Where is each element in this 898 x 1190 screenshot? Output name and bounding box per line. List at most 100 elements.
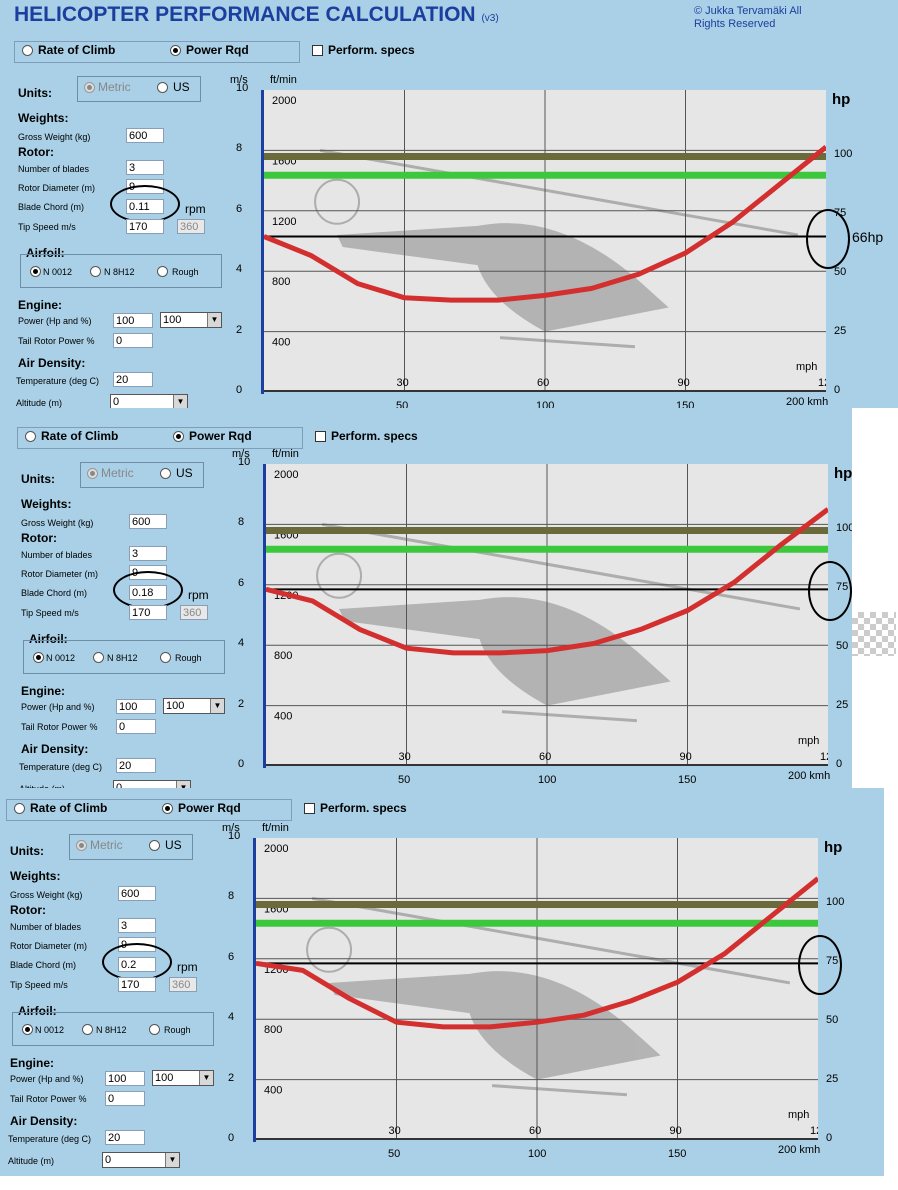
metric-radio[interactable]: [87, 468, 98, 479]
gross-weight-label: Gross Weight (kg): [21, 518, 94, 528]
transparency-pattern: [852, 612, 896, 656]
dropdown-arrow-icon[interactable]: ▼: [210, 699, 224, 713]
power-hp-input[interactable]: 100: [105, 1071, 145, 1086]
airfoil-n8h12-radio[interactable]: [93, 652, 104, 663]
dropdown-arrow-icon[interactable]: ▼: [176, 781, 190, 788]
temperature-label: Temperature (deg C): [8, 1134, 92, 1144]
airfoil-n8h12-radio[interactable]: [82, 1024, 93, 1035]
number-of-blades-label: Number of blades: [10, 922, 82, 932]
number-of-blades-input[interactable]: 3: [126, 160, 164, 175]
blade-chord-label: Blade Chord (m): [21, 588, 88, 598]
gross-weight-input[interactable]: 600: [126, 128, 164, 143]
temperature-input[interactable]: 20: [116, 758, 156, 773]
airfoil-n0012-radio[interactable]: [33, 652, 44, 663]
airfoil-rough-radio[interactable]: [160, 652, 171, 663]
tip-speed-input[interactable]: 170: [126, 219, 164, 234]
gross-weight-input[interactable]: 600: [118, 886, 156, 901]
landing-skid-icon: [501, 710, 638, 723]
airfoil-rough-radio[interactable]: [157, 266, 168, 277]
weights-heading: Weights:: [10, 869, 61, 883]
mph-tick-label: 120: [820, 751, 828, 763]
altitude-label: Altitude (m): [8, 1156, 55, 1166]
tip-speed-input[interactable]: 170: [118, 977, 156, 992]
perform-specs-checkbox[interactable]: [315, 431, 326, 442]
kmh-tick-label: 100: [538, 774, 557, 786]
ftmin-tick-label: 2000: [264, 843, 288, 855]
units-heading: Units:: [10, 844, 44, 858]
temperature-label: Temperature (deg C): [16, 376, 100, 386]
ms-tick-label: 8: [238, 516, 245, 529]
temperature-input[interactable]: 20: [113, 372, 153, 387]
number-of-blades-input[interactable]: 3: [129, 546, 167, 561]
airfoil-n0012-radio[interactable]: [22, 1024, 33, 1035]
ftmin-tick-label: 1200: [272, 216, 296, 228]
dropdown-arrow-icon[interactable]: ▼: [199, 1071, 213, 1085]
rpm-value-field: 360: [180, 605, 208, 620]
rate-of-climb-radio[interactable]: [14, 803, 25, 814]
altitude-select[interactable]: 0 ▼: [113, 780, 191, 788]
ms-unit-label: m/s: [230, 74, 248, 86]
hp-tick-label: 50: [826, 1014, 839, 1027]
ftmin-tick-label: 2000: [274, 469, 298, 481]
airfoil-group: [20, 254, 222, 288]
number-of-blades-input[interactable]: 3: [118, 918, 156, 933]
tail-rotor-power-input[interactable]: 0: [116, 719, 156, 734]
power-rqd-radio[interactable]: [170, 45, 181, 56]
hp-tick-label: 100: [826, 896, 845, 909]
perform-specs-checkbox[interactable]: [304, 803, 315, 814]
airfoil-n8h12-radio[interactable]: [90, 266, 101, 277]
dropdown-arrow-icon[interactable]: ▼: [173, 395, 187, 408]
engine-heading: Engine:: [21, 684, 65, 698]
dropdown-arrow-icon[interactable]: ▼: [165, 1153, 179, 1167]
altitude-value: 0: [113, 396, 120, 408]
power-rqd-label: Power Rqd: [178, 801, 241, 815]
hp-unit-label: hp: [832, 91, 851, 108]
power-hp-input[interactable]: 100: [113, 313, 153, 328]
rate-of-climb-radio[interactable]: [25, 431, 36, 442]
tip-speed-input[interactable]: 170: [129, 605, 167, 620]
us-radio[interactable]: [157, 82, 168, 93]
engine-heading: Engine:: [10, 1056, 54, 1070]
hp-tick-label: 25: [836, 699, 849, 712]
ftmin-tick-label: 800: [274, 650, 292, 662]
hp-tick-label: 25: [834, 325, 847, 338]
gross-weight-input[interactable]: 600: [129, 514, 167, 529]
power-percent-select[interactable]: 100 ▼: [152, 1070, 214, 1086]
perform-specs-checkbox[interactable]: [312, 45, 323, 56]
mph-tick-label: 30: [397, 377, 409, 389]
app-version: (v3): [481, 13, 499, 24]
mph-unit-label: mph: [798, 735, 819, 747]
rpm-value-field: 360: [177, 219, 205, 234]
calculator-panel-1: Rate of Climb Power Rqd Perform. specs U…: [0, 0, 898, 408]
rate-of-climb-radio[interactable]: [22, 45, 33, 56]
kmh-tick-label: 100: [528, 1148, 547, 1160]
mph-tick-label: 90: [678, 377, 690, 389]
power-percent-select[interactable]: 100 ▼: [160, 312, 222, 328]
tail-rotor-power-input[interactable]: 0: [105, 1091, 145, 1106]
power-rqd-radio[interactable]: [162, 803, 173, 814]
mph-tick-label: 30: [389, 1125, 401, 1137]
blade-chord-highlight: [110, 185, 180, 223]
airfoil-rough-radio[interactable]: [149, 1024, 160, 1035]
us-radio[interactable]: [160, 468, 171, 479]
hp-unit-label: hp: [834, 465, 852, 482]
airfoil-n0012-label: N 0012: [43, 267, 73, 277]
altitude-select[interactable]: 0 ▼: [110, 394, 188, 408]
metric-radio[interactable]: [84, 82, 95, 93]
power-rqd-radio[interactable]: [173, 431, 184, 442]
dropdown-arrow-icon[interactable]: ▼: [207, 313, 221, 327]
ms-tick-label: 6: [228, 950, 235, 963]
altitude-select[interactable]: 0 ▼: [102, 1152, 180, 1168]
power-percent-select[interactable]: 100 ▼: [163, 698, 225, 714]
metric-radio[interactable]: [76, 840, 87, 851]
temperature-input[interactable]: 20: [105, 1130, 145, 1145]
power-rqd-label: Power Rqd: [189, 429, 252, 443]
ms-tick-label: 0: [228, 1132, 235, 1144]
us-radio[interactable]: [149, 840, 160, 851]
power-hp-input[interactable]: 100: [116, 699, 156, 714]
tip-speed-label: Tip Speed m/s: [10, 980, 68, 990]
kmh-unit-label: 200 kmh: [778, 1144, 821, 1156]
tail-rotor-power-input[interactable]: 0: [113, 333, 153, 348]
airfoil-n8h12-label: N 8H12: [104, 267, 135, 277]
airfoil-n0012-radio[interactable]: [30, 266, 41, 277]
